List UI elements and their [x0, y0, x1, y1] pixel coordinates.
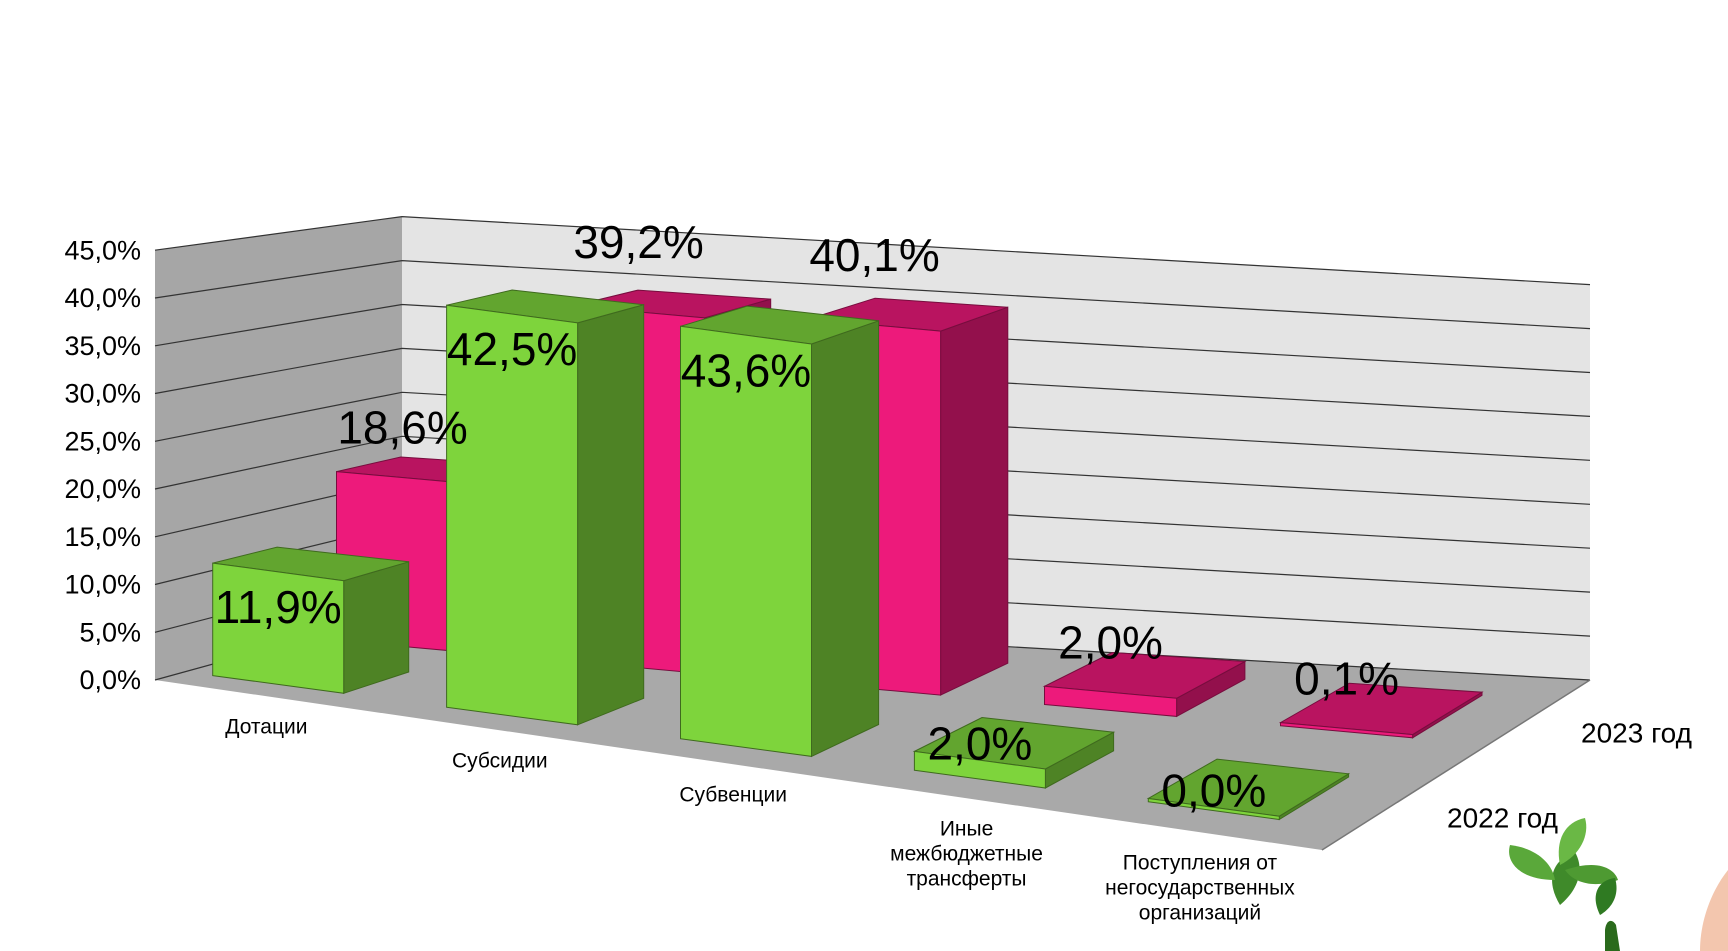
data-label: 11,9%	[215, 581, 342, 633]
bar-2022	[446, 289, 645, 726]
bar-front	[1147, 797, 1280, 821]
y-tick-label: 40,0%	[64, 283, 141, 313]
y-tick-label: 45,0%	[64, 235, 141, 265]
category-labels: Дотации Субсидии Субвенции Иные межбюджетные…	[225, 716, 1295, 925]
y-tick-label: 35,0%	[64, 331, 141, 361]
category-label: Поступления от негосударственных организац…	[1105, 852, 1295, 925]
bar-front	[446, 304, 579, 726]
y-tick-label: 25,0%	[64, 426, 141, 456]
bar-2023	[1042, 651, 1247, 718]
bar-side	[343, 561, 410, 694]
data-label: 0,0%	[1161, 765, 1266, 817]
y-tick-label: 10,0%	[64, 570, 141, 600]
data-label: 0,1%	[1294, 653, 1399, 705]
series-axis-labels: 2022 год 2023 год	[1447, 718, 1692, 834]
y-tick-label: 20,0%	[64, 474, 141, 504]
bar-2022	[212, 546, 410, 694]
y-tick-label: 5,0%	[79, 617, 141, 647]
gridline	[154, 215, 1591, 286]
data-label: 39,2%	[573, 216, 703, 268]
gridline	[154, 259, 1591, 330]
bar-front	[1280, 722, 1414, 739]
category-label: Иные межбюджетные трансферты	[890, 818, 1043, 891]
data-label: 2,0%	[1058, 616, 1163, 668]
plant-decoration	[1509, 818, 1728, 951]
bar-2022	[1146, 758, 1351, 821]
gridline	[154, 347, 1591, 417]
data-label: 40,1%	[809, 229, 939, 281]
bar-side	[577, 304, 645, 726]
category-label: Субсидии	[452, 750, 548, 773]
y-tick-label: 0,0%	[79, 665, 141, 695]
bar-front	[913, 750, 1046, 789]
right-edge	[1321, 679, 1591, 851]
data-label: 43,6%	[681, 344, 811, 396]
gridline	[154, 303, 1591, 374]
bar-side	[811, 320, 880, 758]
data-labels: 18,6% 39,2% 40,1% 2,0% 0,1% 11,9% 42,5% 43,6% 2,…	[215, 216, 1399, 817]
chart-bars	[212, 289, 1484, 821]
bar-2023	[1278, 682, 1484, 739]
gridline	[154, 435, 1591, 505]
bar-side	[940, 306, 1009, 696]
series-label: 2023 год	[1581, 718, 1692, 749]
category-label: Субвенции	[679, 784, 787, 807]
y-axis-ticks: 0,0% 5,0% 10,0% 15,0% 20,0% 25,0% 30,0% 35,0% 40…	[64, 235, 141, 695]
data-label: 2,0%	[927, 717, 1032, 769]
bar-front	[212, 562, 345, 694]
data-label: 42,5%	[447, 323, 577, 375]
bar-front	[680, 325, 812, 757]
y-tick-label: 15,0%	[64, 522, 141, 552]
bar-2022	[680, 305, 880, 758]
category-label: Дотации	[225, 716, 307, 739]
bar-front	[1044, 685, 1178, 717]
y-tick-label: 30,0%	[64, 379, 141, 409]
data-label: 18,6%	[337, 402, 467, 454]
series-label: 2022 год	[1447, 803, 1558, 834]
gridline	[154, 391, 1591, 461]
bar-2022	[912, 716, 1116, 789]
